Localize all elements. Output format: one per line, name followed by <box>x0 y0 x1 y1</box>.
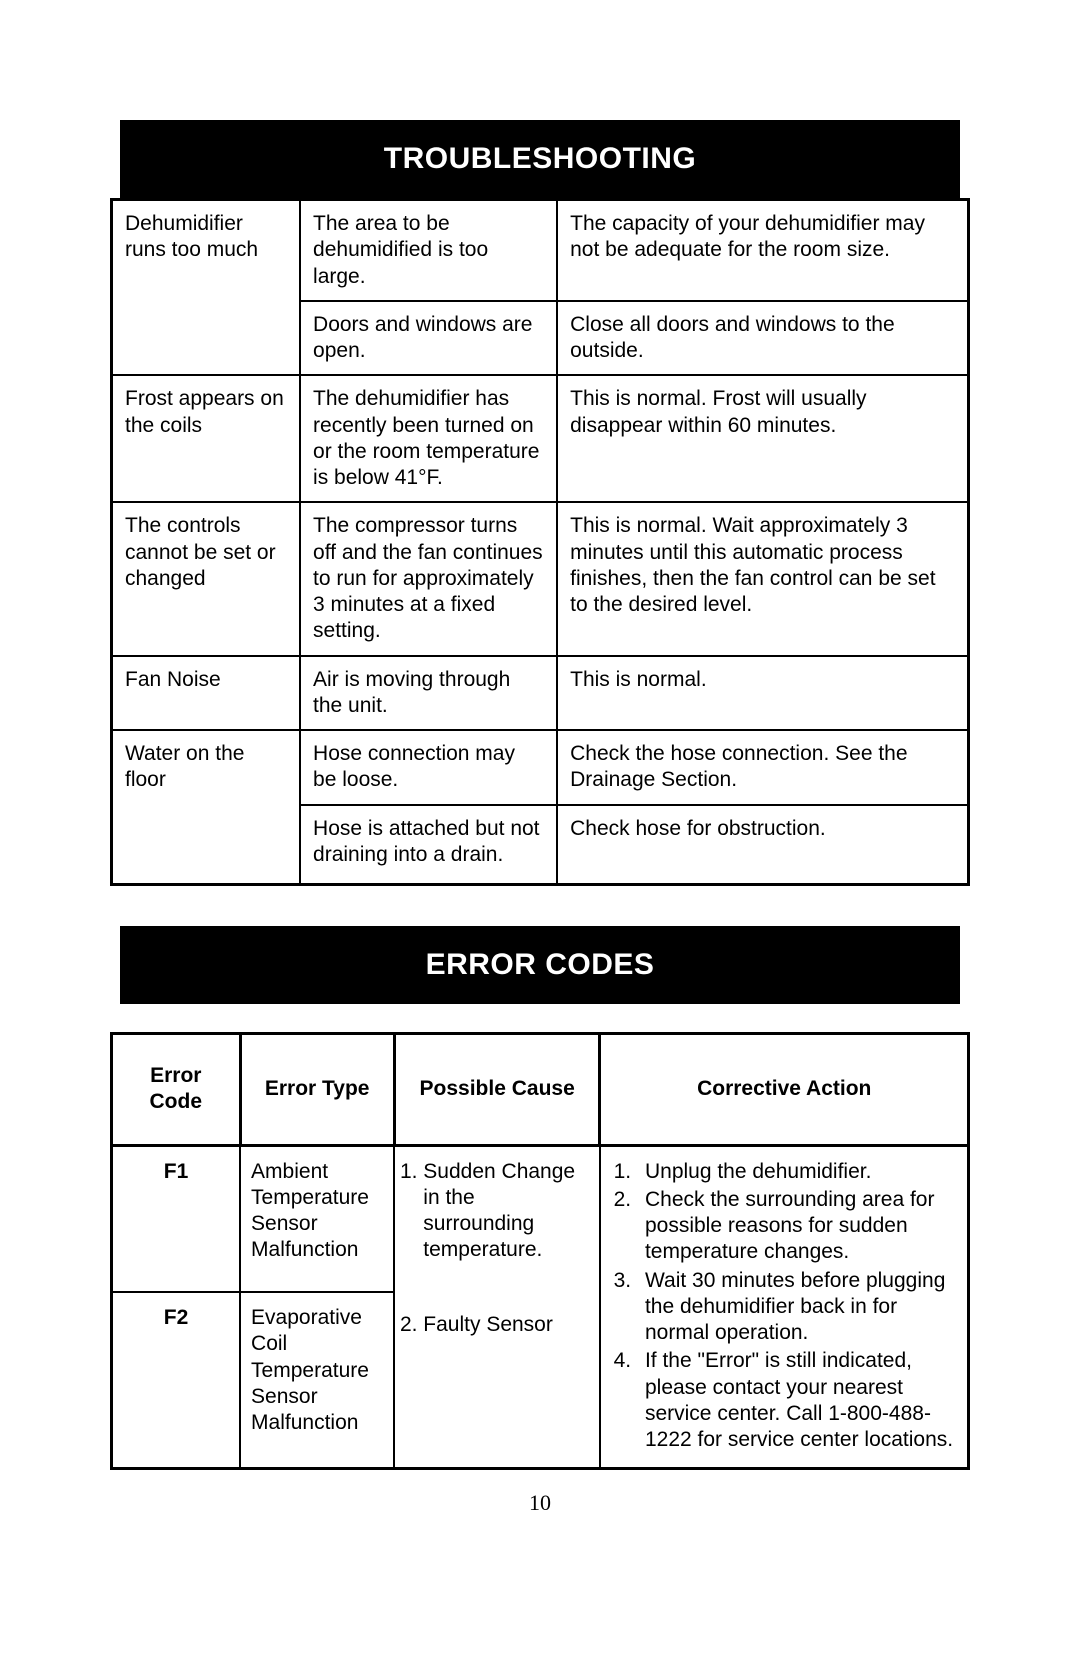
cause-cell: Hose is attached but not draining into a… <box>300 805 557 885</box>
cause-cell: The area to be dehumidified is too large… <box>300 200 557 301</box>
troubleshooting-table: Dehumidifier runs too much The area to b… <box>110 198 970 886</box>
cause-cell: The compressor turns off and the fan con… <box>300 502 557 655</box>
list-item: Sudden Change in the surrounding tempera… <box>423 1159 589 1264</box>
table-row: Fan Noise Air is moving through the unit… <box>112 656 969 731</box>
table-row: The controls cannot be set or changed Th… <box>112 502 969 655</box>
manual-page: TROUBLESHOOTING Dehumidifier runs too mu… <box>0 0 1080 1576</box>
table-row: Water on the floor Hose connection may b… <box>112 730 969 805</box>
table-row: F1 Ambient Temperature Sensor Malfunctio… <box>112 1145 969 1292</box>
error-type-cell: Evaporative Coil Temperature Sensor Malf… <box>240 1292 394 1469</box>
list-item: Faulty Sensor <box>423 1312 589 1338</box>
problem-cell: Dehumidifier runs too much <box>112 200 301 376</box>
solution-cell: This is normal. <box>557 656 968 731</box>
error-codes-table: Error Code Error Type Possible Cause Cor… <box>110 1032 970 1470</box>
solution-cell: Check hose for obstruction. <box>557 805 968 885</box>
cause-list: Sudden Change in the surrounding tempera… <box>405 1159 589 1338</box>
header-corrective-action: Corrective Action <box>600 1034 969 1146</box>
cause-cell: Doors and windows are open. <box>300 301 557 376</box>
cause-cell: Hose connection may be loose. <box>300 730 557 805</box>
table-header-row: Error Code Error Type Possible Cause Cor… <box>112 1034 969 1146</box>
cause-cell: Air is moving through the unit. <box>300 656 557 731</box>
solution-cell: Check the hose connection. See the Drain… <box>557 730 968 805</box>
problem-cell: Water on the floor <box>112 730 301 885</box>
table-row: Dehumidifier runs too much The area to b… <box>112 200 969 301</box>
list-item: If the "Error" is still indicated, pleas… <box>637 1348 957 1453</box>
header-error-code: Error Code <box>112 1034 241 1146</box>
corrective-action-cell: Unplug the dehumidifier. Check the surro… <box>600 1145 969 1469</box>
page-number: 10 <box>110 1490 970 1516</box>
header-error-type: Error Type <box>240 1034 394 1146</box>
possible-cause-cell: Sudden Change in the surrounding tempera… <box>394 1145 600 1469</box>
list-item: Wait 30 minutes before plugging the dehu… <box>637 1268 957 1347</box>
problem-cell: Frost appears on the coils <box>112 375 301 502</box>
action-list: Unplug the dehumidifier. Check the surro… <box>611 1159 957 1454</box>
solution-cell: This is normal. Frost will usually disap… <box>557 375 968 502</box>
error-type-cell: Ambient Temperature Sensor Malfunction <box>240 1145 394 1292</box>
cause-cell: The dehumidifier has recently been turne… <box>300 375 557 502</box>
table-row: Frost appears on the coils The dehumidif… <box>112 375 969 502</box>
spacer <box>110 886 970 926</box>
problem-cell: Fan Noise <box>112 656 301 731</box>
solution-cell: The capacity of your dehumidifier may no… <box>557 200 968 301</box>
error-codes-header: ERROR CODES <box>120 926 960 1004</box>
header-possible-cause: Possible Cause <box>394 1034 600 1146</box>
troubleshooting-header: TROUBLESHOOTING <box>120 120 960 198</box>
error-code-cell: F1 <box>112 1145 241 1292</box>
list-item: Check the surrounding area for possible … <box>637 1187 957 1266</box>
error-code-cell: F2 <box>112 1292 241 1469</box>
solution-cell: Close all doors and windows to the outsi… <box>557 301 968 376</box>
solution-cell: This is normal. Wait approximately 3 min… <box>557 502 968 655</box>
list-item: Unplug the dehumidifier. <box>637 1159 957 1185</box>
problem-cell: The controls cannot be set or changed <box>112 502 301 655</box>
